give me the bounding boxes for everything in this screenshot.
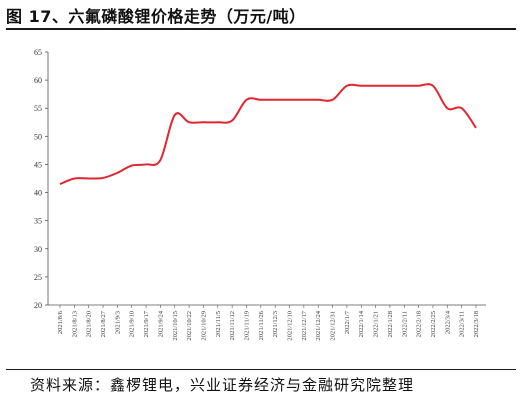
x-tick-label: 2022/3/18 bbox=[473, 311, 480, 337]
y-tick-label: 50 bbox=[34, 132, 42, 141]
y-tick-label: 35 bbox=[34, 217, 42, 226]
y-tick-label: 25 bbox=[34, 273, 42, 282]
x-tick-label: 2022/3/11 bbox=[459, 311, 466, 337]
x-tick-label: 2021/9/3 bbox=[114, 311, 121, 334]
x-tick-label: 2021/10/22 bbox=[186, 311, 193, 341]
x-tick-label: 2022/2/18 bbox=[416, 311, 423, 337]
x-tick-label: 2022/2/25 bbox=[430, 311, 437, 337]
x-tick-label: 2021/9/17 bbox=[143, 310, 150, 337]
x-tick-label: 2022/3/4 bbox=[444, 310, 451, 334]
y-tick-label: 45 bbox=[34, 160, 42, 169]
x-tick-label: 2021/8/13 bbox=[71, 311, 78, 337]
source-rule bbox=[6, 369, 516, 370]
y-tick-label: 60 bbox=[34, 76, 42, 85]
x-tick-label: 2021/10/15 bbox=[172, 311, 179, 341]
chart-title: 图 17、六氟磷酸锂价格走势（万元/吨） bbox=[6, 7, 306, 26]
y-tick-label: 55 bbox=[34, 104, 42, 113]
price-line-chart: 20 25 30 35 40 45 50 55 60 65 2021/8/6 2021/8/13 202… bbox=[34, 48, 486, 341]
x-tick-label: 2021/8/6 bbox=[57, 310, 64, 334]
x-tick-label: 2022/1/14 bbox=[358, 310, 365, 337]
y-tick-label: 65 bbox=[34, 48, 42, 57]
x-tick-label: 2022/1/28 bbox=[387, 311, 394, 337]
y-tick-label: 30 bbox=[34, 245, 42, 254]
x-tick-label: 2021/8/27 bbox=[100, 310, 107, 337]
x-tick-label: 2021/12/17 bbox=[301, 310, 308, 340]
y-tick-label: 40 bbox=[34, 189, 42, 198]
x-tick-label: 2022/1/21 bbox=[373, 311, 380, 337]
x-tick-label: 2021/12/24 bbox=[315, 310, 322, 340]
x-tick-label: 2021/8/20 bbox=[86, 311, 93, 337]
source-note: 资料来源：鑫椤锂电，兴业证券经济与金融研究院整理 bbox=[30, 376, 415, 394]
x-tick-label: 2022/2/11 bbox=[401, 311, 408, 337]
x-tick-label: 2021/11/26 bbox=[258, 310, 265, 340]
x-tick-label: 2021/12/3 bbox=[272, 311, 279, 337]
x-tick-label: 2021/10/29 bbox=[200, 311, 207, 341]
x-tick-label: 2021/12/31 bbox=[330, 311, 337, 341]
x-tick-label: 2021/12/10 bbox=[287, 311, 294, 341]
y-tick-label: 20 bbox=[34, 301, 42, 310]
title-rule bbox=[6, 28, 516, 30]
x-tick-label: 2021/11/5 bbox=[215, 311, 222, 337]
x-tick-label: 2022/1/7 bbox=[344, 310, 351, 334]
x-tick-label: 2021/9/24 bbox=[157, 310, 164, 337]
x-tick-label: 2021/9/10 bbox=[129, 311, 136, 337]
x-tick-label: 2021/11/12 bbox=[229, 311, 236, 340]
price-series-line bbox=[59, 83, 477, 186]
x-tick-label: 2021/11/19 bbox=[243, 311, 250, 340]
